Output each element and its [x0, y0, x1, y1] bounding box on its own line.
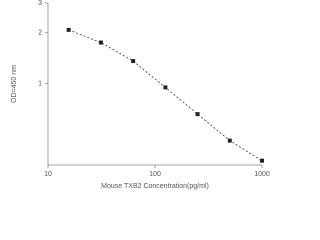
y-tick-label: 2 [38, 30, 42, 37]
fit-line [68, 29, 263, 161]
data-point [227, 138, 232, 143]
y-axis-title: OD=450 nm [11, 65, 18, 103]
data-point [66, 27, 71, 32]
data-point [98, 40, 103, 45]
data-point [163, 85, 168, 90]
data-point [260, 158, 264, 163]
x-tick-label: 100 [149, 171, 161, 178]
y-tick-label: 3 [38, 0, 42, 7]
y-tick-label: 1 [38, 80, 42, 87]
chart: Mouse TXB2 Concentration(pg/ml) OD=450 n… [11, 0, 270, 190]
x-tick-label: 1000 [254, 171, 270, 178]
x-tick-label: 10 [44, 171, 52, 178]
data-point [195, 112, 200, 117]
x-axis-title: Mouse TXB2 Concentration(pg/ml) [101, 183, 209, 190]
data-point [131, 59, 136, 64]
